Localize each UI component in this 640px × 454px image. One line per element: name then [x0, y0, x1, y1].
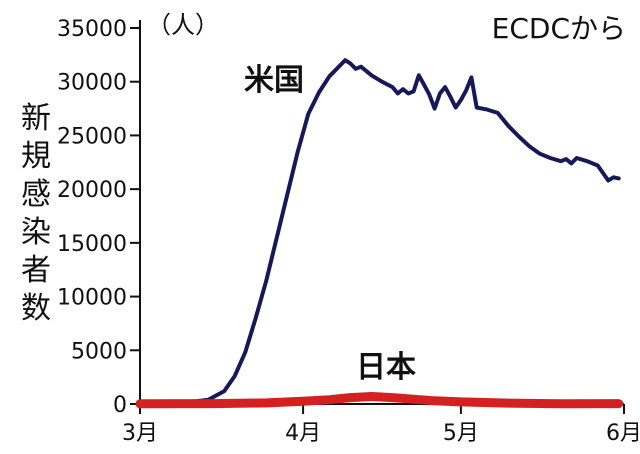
y-tick-label: 30000	[57, 71, 127, 96]
y-tick-label: 15000	[57, 232, 127, 257]
series-label-us: 米国	[244, 63, 304, 98]
y-axis-title-text: 新規感染者数	[21, 101, 51, 326]
y-tick-label: 5000	[71, 339, 127, 364]
series-line-us	[138, 58, 621, 406]
x-tick-label: 6月	[606, 421, 640, 446]
series-line-japan	[135, 392, 624, 409]
series-label-japan: 日本	[356, 350, 416, 385]
x-tick-label: 5月	[443, 421, 479, 446]
y-unit-label: （人）	[147, 11, 219, 39]
x-tick-label: 4月	[285, 421, 321, 446]
x-axis-ticks: 3月 4月 5月 6月	[122, 404, 640, 446]
y-tick-label: 35000	[57, 17, 127, 42]
y-tick-label: 20000	[57, 178, 127, 203]
y-tick-label: 10000	[57, 286, 127, 311]
y-tick-label: 0	[113, 393, 127, 418]
y-axis-ticks: 35000 30000 25000 20000 15000 10000 5000 0	[57, 17, 140, 418]
y-axis-title: 新規感染者数	[21, 101, 51, 326]
x-tick-label: 3月	[122, 421, 158, 446]
y-tick-label: 25000	[57, 124, 127, 149]
source-label: ECDCから	[492, 12, 626, 45]
series-lines	[135, 58, 624, 409]
